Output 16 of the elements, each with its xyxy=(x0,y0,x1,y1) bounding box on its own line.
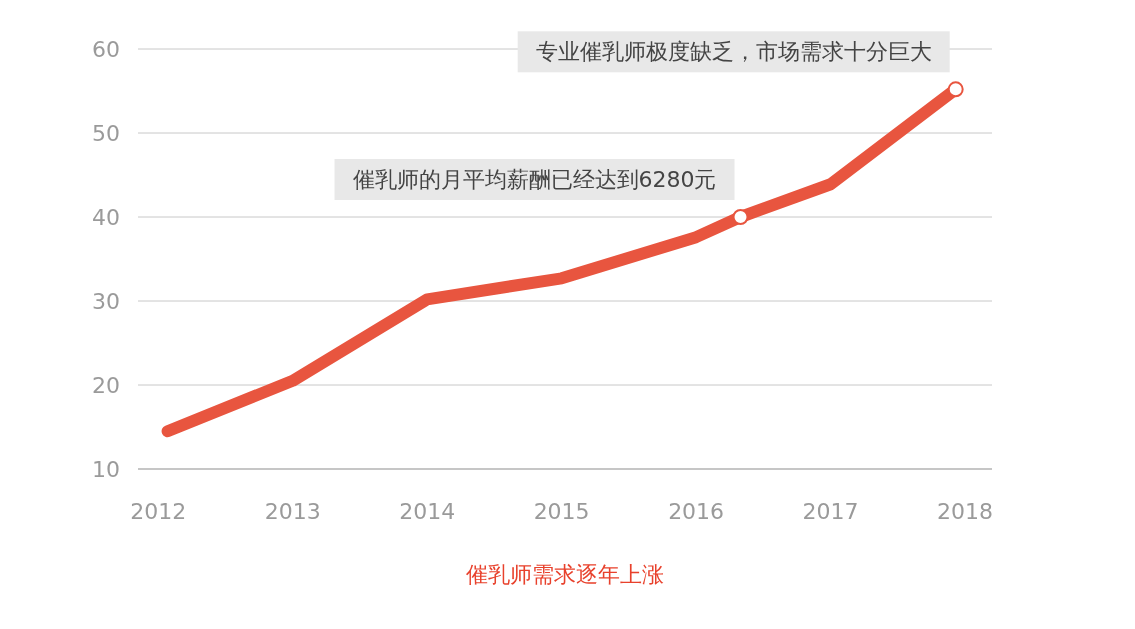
x-tick-label: 2014 xyxy=(399,499,456,524)
y-tick-label: 40 xyxy=(92,205,120,230)
annotation: 催乳师的月平均薪酬已经达到6280元 xyxy=(352,167,717,192)
x-tick-label: 2017 xyxy=(802,499,859,524)
x-tick-label: 2012 xyxy=(130,499,187,524)
y-tick-label: 30 xyxy=(92,289,120,314)
text: 催乳师需求逐年上涨 xyxy=(466,562,664,587)
x-tick-label: 2015 xyxy=(533,499,590,524)
y-tick-label: 10 xyxy=(92,457,120,482)
x-tick-label: 2018 xyxy=(937,499,994,524)
annotation: 专业催乳师极度缺乏，市场需求十分巨大 xyxy=(535,39,932,65)
y-tick-label: 20 xyxy=(92,373,120,398)
x-tick-label: 2013 xyxy=(264,499,321,524)
y-tick-label: 50 xyxy=(92,121,120,146)
y-tick-label: 60 xyxy=(92,37,120,62)
x-tick-label: 2016 xyxy=(668,499,725,524)
